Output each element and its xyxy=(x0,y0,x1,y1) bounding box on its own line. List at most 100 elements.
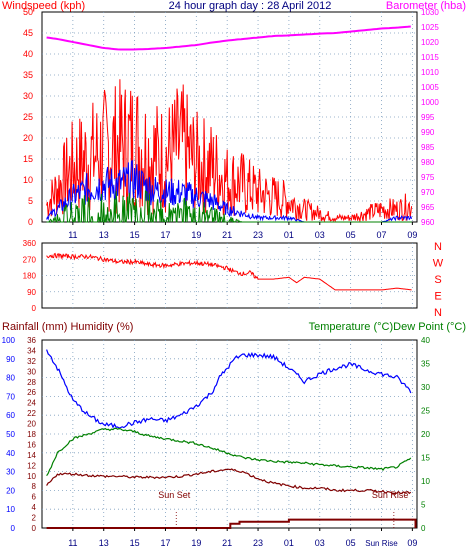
wind-ytick-label-4: 20 xyxy=(23,133,33,143)
series-dew-point xyxy=(46,468,412,495)
wind-ylabel: Windspeed (kph) xyxy=(2,0,85,12)
direction-ytick-label-2: 180 xyxy=(23,272,37,281)
wind-ytick-label-0: 0 xyxy=(28,217,33,227)
rain-ytick-label-3: 6 xyxy=(32,493,37,502)
baro-ytick-label-7: 995 xyxy=(421,113,435,122)
wind-ytick-label-1: 5 xyxy=(28,196,33,206)
direction-ytick-label-1: 90 xyxy=(27,288,36,297)
wind-xtick-label-11: 09 xyxy=(407,230,417,240)
rain-ytick-label-5: 10 xyxy=(27,472,36,481)
humidity-ytick-label-6: 60 xyxy=(6,411,15,420)
humidity-ytick-label-1: 10 xyxy=(6,505,15,514)
baro-ytick-label-8: 1000 xyxy=(421,98,439,107)
wind-xtick-label-9: 05 xyxy=(346,230,356,240)
climate-xtick-label-2: 15 xyxy=(130,538,140,548)
rain-ytick-label-7: 14 xyxy=(27,451,36,460)
climate-y2label: Temperature (°C)Dew Point (°C) xyxy=(309,321,466,333)
baro-ytick-label-11: 1015 xyxy=(421,53,439,62)
rain-ytick-label-17: 34 xyxy=(27,346,36,355)
baro-ytick-label-9: 1005 xyxy=(421,83,439,92)
direction-ytick-label-4: 360 xyxy=(23,239,37,248)
wind-xtick-label-0: 11 xyxy=(68,230,77,240)
temp-ytick-label-4: 20 xyxy=(421,430,430,439)
wind-xtick-label-7: 01 xyxy=(284,230,294,240)
temp-ytick-label-1: 5 xyxy=(421,501,426,510)
humidity-ytick-label-2: 20 xyxy=(6,486,15,495)
wind-xtick-label-10: 07 xyxy=(376,230,386,240)
direction-compass-label-1: W xyxy=(433,258,444,270)
wind-xtick-label-8: 03 xyxy=(315,230,325,240)
rain-ytick-label-15: 30 xyxy=(27,367,36,376)
baro-ytick-label-10: 1010 xyxy=(421,68,439,77)
humidity-ytick-label-4: 40 xyxy=(6,449,15,458)
wind-ytick-label-3: 15 xyxy=(23,154,33,164)
wind-ytick-label-7: 35 xyxy=(23,70,33,80)
series-barometer xyxy=(46,25,411,51)
humidity-ytick-label-5: 50 xyxy=(6,430,15,439)
humidity-ytick-label-7: 70 xyxy=(6,392,15,401)
temp-ytick-label-5: 25 xyxy=(421,407,430,416)
direction-ytick-label-3: 270 xyxy=(23,255,37,264)
rain-ytick-label-10: 20 xyxy=(27,420,36,429)
rain-ytick-label-2: 4 xyxy=(32,503,37,512)
baro-ytick-label-2: 970 xyxy=(421,188,435,197)
series-temperature xyxy=(46,427,412,477)
wind-xtick-label-1: 13 xyxy=(99,230,109,240)
temp-ytick-label-0: 0 xyxy=(421,524,426,533)
direction-compass-label-0: N xyxy=(434,241,442,253)
annotation-sun-set: Sun Set xyxy=(158,490,191,500)
wind-ytick-label-8: 40 xyxy=(23,49,33,59)
climate-xtick-label-6: 23 xyxy=(253,538,263,548)
rain-ytick-label-16: 32 xyxy=(27,357,36,366)
series-humidity xyxy=(46,349,412,429)
rain-ytick-label-4: 8 xyxy=(32,482,37,491)
series-rainfall xyxy=(46,518,417,529)
rain-ytick-label-1: 2 xyxy=(32,514,37,523)
baro-ylabel: Barometer (hba) xyxy=(386,0,466,12)
direction-compass-label-3: E xyxy=(434,291,441,303)
rain-ytick-label-14: 28 xyxy=(27,378,36,387)
wind-xtick-label-5: 21 xyxy=(222,230,232,240)
wind-ytick-label-2: 10 xyxy=(23,175,33,185)
annotation-sun-rise: Sun Rise xyxy=(372,490,409,500)
climate-xtick-label-4: 19 xyxy=(191,538,201,548)
baro-ytick-label-0: 960 xyxy=(421,218,435,227)
wind-xtick-label-4: 19 xyxy=(191,230,201,240)
climate-xtick-label-3: 17 xyxy=(160,538,170,548)
baro-ytick-label-4: 980 xyxy=(421,158,435,167)
baro-ytick-label-6: 990 xyxy=(421,128,435,137)
rain-ytick-label-12: 24 xyxy=(27,399,36,408)
rain-ytick-label-0: 0 xyxy=(32,524,37,533)
rain-ytick-label-9: 18 xyxy=(27,430,36,439)
wind-ytick-label-6: 30 xyxy=(23,91,33,101)
humidity-ytick-label-0: 0 xyxy=(11,524,16,533)
temp-ytick-label-6: 30 xyxy=(421,383,430,392)
rain-ytick-label-8: 16 xyxy=(27,440,36,449)
series-gust xyxy=(46,79,413,223)
wind-ytick-label-5: 25 xyxy=(23,112,33,122)
direction-compass-label-4: N xyxy=(434,307,442,319)
climate-xtick-label-5: 21 xyxy=(222,538,232,548)
series-wind-direction xyxy=(46,252,412,291)
chart-title: 24 hour graph day : 28 April 2012 xyxy=(169,0,332,12)
baro-ytick-label-5: 985 xyxy=(421,143,435,152)
humidity-ytick-label-9: 90 xyxy=(6,355,15,364)
humidity-ytick-label-8: 80 xyxy=(6,374,15,383)
direction-ytick-label-0: 0 xyxy=(32,304,37,313)
climate-xtick-label-10: Sun Rise xyxy=(365,539,398,548)
climate-xtick-label-11: 09 xyxy=(407,538,417,548)
climate-xtick-label-9: 05 xyxy=(346,538,356,548)
humidity-ytick-label-3: 30 xyxy=(6,468,15,477)
temp-ytick-label-7: 35 xyxy=(421,360,430,369)
rain-ytick-label-13: 26 xyxy=(27,388,36,397)
climate-xtick-label-0: 11 xyxy=(68,538,77,548)
direction-compass-label-2: S xyxy=(434,274,441,286)
baro-ytick-label-3: 975 xyxy=(421,173,435,182)
humidity-ytick-label-10: 100 xyxy=(2,336,16,345)
wind-ytick-label-10: 50 xyxy=(23,7,33,17)
wind-xtick-label-3: 17 xyxy=(160,230,170,240)
climate-ylabel: Rainfall (mm) Humidity (%) xyxy=(2,321,133,333)
temp-ytick-label-3: 15 xyxy=(421,454,430,463)
wind-xtick-label-6: 23 xyxy=(253,230,263,240)
